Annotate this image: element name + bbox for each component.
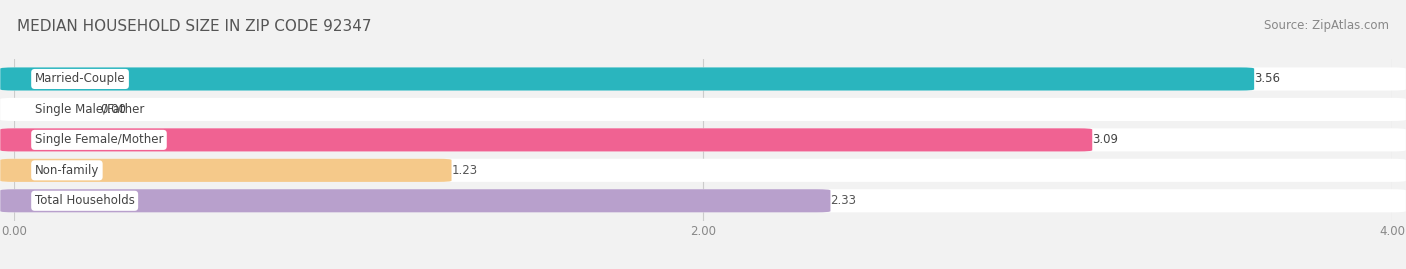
Text: 3.09: 3.09 — [1092, 133, 1118, 146]
FancyBboxPatch shape — [0, 189, 1406, 212]
FancyBboxPatch shape — [0, 68, 1406, 91]
FancyBboxPatch shape — [0, 68, 1254, 91]
Text: Source: ZipAtlas.com: Source: ZipAtlas.com — [1264, 19, 1389, 32]
FancyBboxPatch shape — [0, 128, 1092, 151]
FancyBboxPatch shape — [0, 98, 1406, 121]
Text: Married-Couple: Married-Couple — [35, 72, 125, 86]
FancyBboxPatch shape — [0, 128, 1406, 151]
Text: 2.33: 2.33 — [831, 194, 856, 207]
Text: Single Female/Mother: Single Female/Mother — [35, 133, 163, 146]
FancyBboxPatch shape — [0, 159, 1406, 182]
Text: MEDIAN HOUSEHOLD SIZE IN ZIP CODE 92347: MEDIAN HOUSEHOLD SIZE IN ZIP CODE 92347 — [17, 19, 371, 34]
Text: 0.00: 0.00 — [100, 103, 127, 116]
FancyBboxPatch shape — [0, 189, 831, 212]
Text: Single Male/Father: Single Male/Father — [35, 103, 143, 116]
FancyBboxPatch shape — [0, 159, 451, 182]
Text: Total Households: Total Households — [35, 194, 135, 207]
Text: 3.56: 3.56 — [1254, 72, 1279, 86]
Text: 1.23: 1.23 — [451, 164, 478, 177]
Text: Non-family: Non-family — [35, 164, 98, 177]
